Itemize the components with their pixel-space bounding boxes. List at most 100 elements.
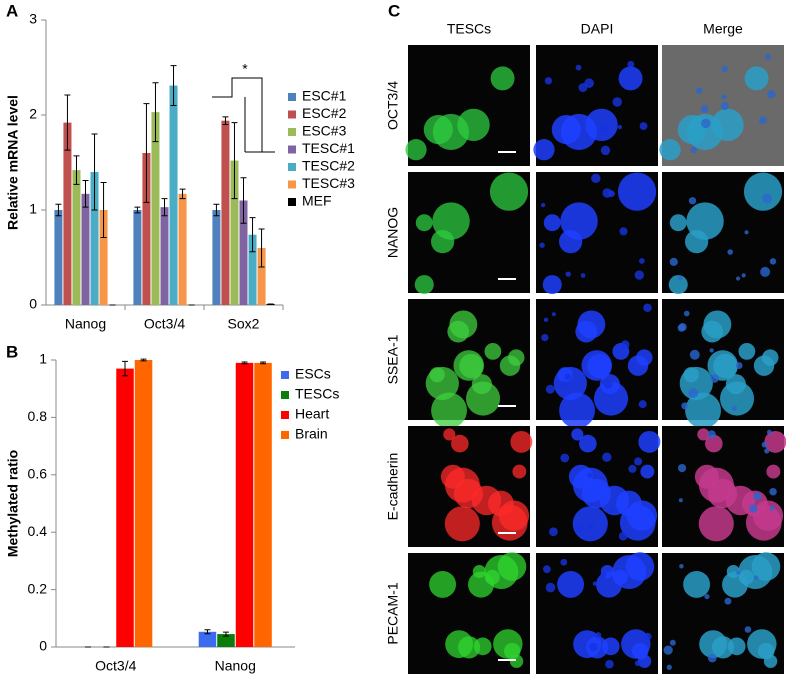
cell-cluster <box>557 570 585 598</box>
nucleus <box>639 258 645 264</box>
nucleus <box>720 101 729 111</box>
y-tick-label: 0.6 <box>28 466 48 482</box>
bar <box>160 207 169 305</box>
nucleus <box>679 563 684 569</box>
nucleus <box>754 575 759 580</box>
cell-cluster <box>617 172 657 211</box>
legend-swatch <box>288 110 296 119</box>
nucleus <box>639 122 648 130</box>
error-bar <box>152 82 159 143</box>
bar <box>142 153 151 305</box>
cell-cluster <box>725 485 756 516</box>
error-bar <box>122 360 129 377</box>
legend-label: TESC#3 <box>302 175 355 191</box>
legend-label: ESC#3 <box>302 123 347 139</box>
cell-cluster <box>444 506 480 542</box>
cell-cluster <box>703 310 732 339</box>
cell-cluster <box>764 430 786 453</box>
cell-cluster <box>686 202 724 240</box>
y-tick-label: 1 <box>29 201 37 217</box>
nucleus <box>741 273 746 278</box>
bar <box>248 234 257 305</box>
nucleus <box>643 303 652 313</box>
cell-cluster <box>685 392 721 429</box>
error-bar <box>134 206 141 214</box>
cell-cluster <box>533 139 555 161</box>
cell-cluster <box>763 654 778 668</box>
nucleus <box>695 87 703 94</box>
bar <box>257 248 266 305</box>
nucleus <box>618 531 628 541</box>
cell-cluster <box>618 66 643 91</box>
cell-cluster <box>443 428 456 441</box>
nucleus <box>608 505 616 514</box>
cell-cluster <box>509 654 524 668</box>
nucleus <box>678 498 683 503</box>
legend-swatch <box>288 180 296 189</box>
error-bar <box>179 188 186 200</box>
cell-cluster <box>431 392 467 429</box>
cell-cluster <box>720 381 755 416</box>
legend-swatch <box>281 431 289 439</box>
cell-cluster <box>636 349 653 366</box>
significance-bracket <box>212 77 275 153</box>
nucleus <box>592 581 598 586</box>
nucleus <box>663 645 673 655</box>
nucleus <box>545 582 556 593</box>
x-tick-label: Nanog <box>65 316 106 332</box>
legend-swatch <box>288 145 296 154</box>
nucleus <box>544 77 553 85</box>
nucleus <box>595 632 602 639</box>
nucleus <box>542 565 551 574</box>
cell-cluster <box>738 343 756 360</box>
row-label: E-cadherin <box>385 453 401 521</box>
row-label: NANOG <box>385 207 401 258</box>
nucleus <box>580 273 586 278</box>
nucleus <box>561 380 568 387</box>
cell-cluster <box>683 367 699 383</box>
cell-cluster <box>698 467 734 503</box>
cell-cluster <box>744 66 769 91</box>
cell-cluster <box>669 214 687 232</box>
bar <box>54 210 63 305</box>
bar <box>239 200 248 305</box>
bar <box>99 210 108 305</box>
cell-cluster <box>415 214 433 232</box>
nucleus <box>598 125 608 136</box>
nucleus <box>721 94 727 100</box>
cell-cluster <box>542 275 562 295</box>
error-bar <box>100 181 107 239</box>
error-bar <box>140 358 147 362</box>
bar <box>81 193 90 305</box>
legend-label: Heart <box>295 406 329 422</box>
nucleus <box>769 258 777 265</box>
cell-cluster <box>457 108 490 142</box>
cell-cluster <box>594 381 629 416</box>
error-bar <box>55 203 62 217</box>
nucleus <box>540 202 546 208</box>
y-tick-label: 0 <box>29 296 37 312</box>
cell-cluster <box>637 654 652 668</box>
nucleus <box>587 472 593 478</box>
legend-label: Brain <box>295 426 328 442</box>
error-bar <box>231 122 238 200</box>
cell-cluster <box>572 467 608 503</box>
legend-label: TESC#1 <box>302 140 355 156</box>
micrograph <box>408 45 530 166</box>
cell-cluster <box>762 349 779 366</box>
legend-swatch <box>281 371 289 379</box>
bar <box>72 170 81 305</box>
bar <box>151 112 160 306</box>
x-tick-label: Sox2 <box>228 316 260 332</box>
nucleus <box>669 257 678 266</box>
y-tick-label: 3 <box>29 11 37 27</box>
y-tick-label: 2 <box>29 106 37 122</box>
bar <box>90 172 99 305</box>
nucleus <box>565 271 571 277</box>
nucleus <box>689 349 700 360</box>
row-label: OCT3/4 <box>385 81 401 130</box>
cell-cluster <box>429 570 457 598</box>
nucleus <box>681 402 689 410</box>
legend-swatch <box>288 198 296 206</box>
